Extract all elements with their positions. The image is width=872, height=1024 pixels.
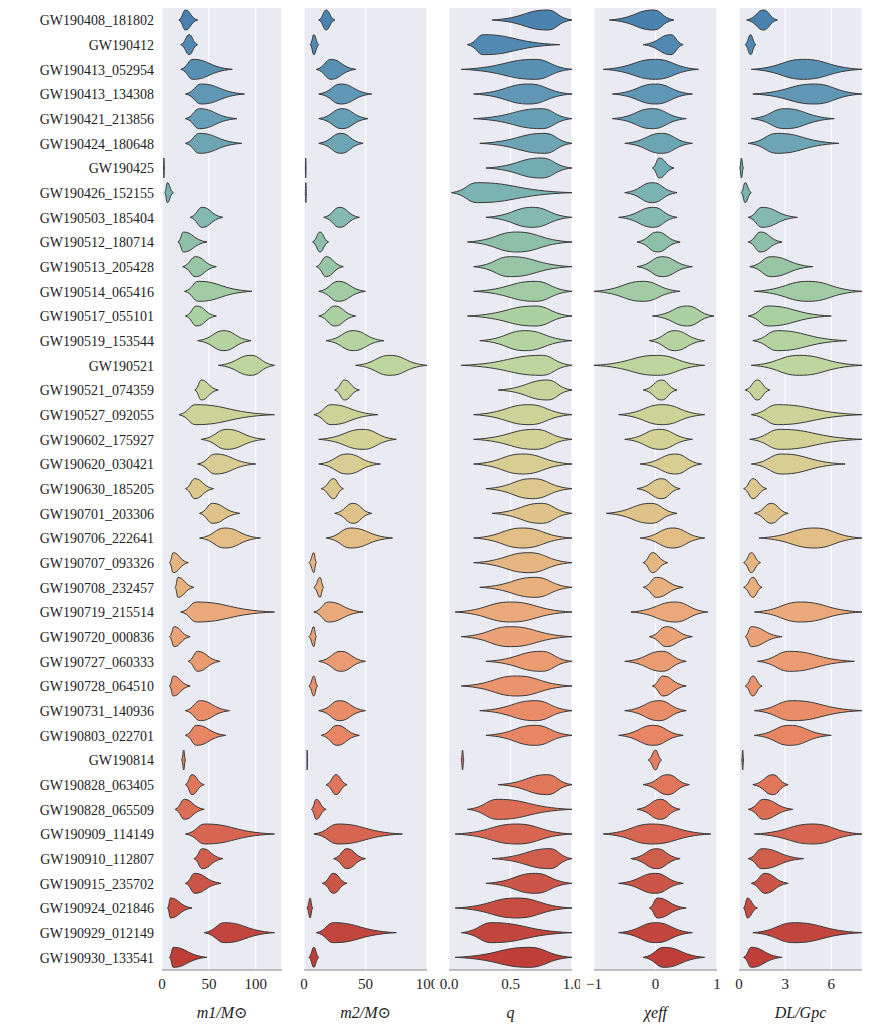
- svg-text:0: 0: [652, 976, 660, 992]
- svg-text:GW190630_185205: GW190630_185205: [40, 482, 154, 497]
- svg-text:GW190413_052954: GW190413_052954: [40, 63, 154, 78]
- svg-text:GW190727_060333: GW190727_060333: [40, 655, 154, 670]
- svg-text:GW190426_152155: GW190426_152155: [40, 186, 154, 201]
- svg-text:0: 0: [158, 976, 166, 992]
- svg-text:GW190408_181802: GW190408_181802: [40, 13, 154, 28]
- svg-text:0.5: 0.5: [501, 976, 520, 992]
- svg-text:GW190720_000836: GW190720_000836: [40, 630, 154, 645]
- svg-text:GW190910_112807: GW190910_112807: [40, 852, 154, 867]
- svg-text:DL/Gpc: DL/Gpc: [774, 1004, 827, 1022]
- svg-text:6: 6: [828, 976, 836, 992]
- svg-text:GW190512_180714: GW190512_180714: [40, 235, 154, 250]
- svg-text:q: q: [507, 1004, 515, 1022]
- svg-text:0.0: 0.0: [440, 976, 459, 992]
- svg-text:GW190915_235702: GW190915_235702: [40, 877, 154, 892]
- svg-text:GW190503_185404: GW190503_185404: [40, 211, 154, 226]
- svg-text:GW190521: GW190521: [89, 359, 154, 374]
- svg-text:GW190521_074359: GW190521_074359: [40, 383, 154, 398]
- svg-text:GW190803_022701: GW190803_022701: [40, 729, 154, 744]
- svg-text:GW190425: GW190425: [89, 161, 154, 176]
- svg-text:GW190909_114149: GW190909_114149: [40, 827, 154, 842]
- svg-text:GW190707_093326: GW190707_093326: [40, 556, 154, 571]
- svg-text:GW190719_215514: GW190719_215514: [40, 605, 154, 620]
- svg-text:GW190929_012149: GW190929_012149: [40, 926, 154, 941]
- svg-text:GW190412: GW190412: [89, 38, 154, 53]
- svg-text:χeff: χeff: [642, 1004, 670, 1022]
- svg-text:GW190814: GW190814: [89, 753, 154, 768]
- svg-text:GW190828_063405: GW190828_063405: [40, 778, 154, 793]
- svg-text:GW190924_021846: GW190924_021846: [40, 901, 154, 916]
- svg-text:50: 50: [201, 976, 216, 992]
- svg-text:GW190930_133541: GW190930_133541: [40, 951, 154, 966]
- svg-text:0: 0: [300, 976, 308, 992]
- svg-text:m1/M⊙: m1/M⊙: [197, 1004, 248, 1021]
- svg-text:1.0: 1.0: [563, 976, 580, 992]
- svg-text:1: 1: [713, 976, 721, 992]
- svg-text:GW190620_030421: GW190620_030421: [40, 457, 154, 472]
- svg-text:GW190828_065509: GW190828_065509: [40, 803, 154, 818]
- svg-text:GW190728_064510: GW190728_064510: [40, 679, 154, 694]
- svg-text:GW190421_213856: GW190421_213856: [40, 112, 154, 127]
- svg-text:GW190514_065416: GW190514_065416: [40, 285, 154, 300]
- svg-text:GW190602_175927: GW190602_175927: [40, 433, 154, 448]
- svg-text:GW190527_092055: GW190527_092055: [40, 408, 154, 423]
- svg-text:GW190519_153544: GW190519_153544: [40, 334, 154, 349]
- svg-text:GW190424_180648: GW190424_180648: [40, 137, 154, 152]
- svg-text:GW190413_134308: GW190413_134308: [40, 87, 154, 102]
- svg-text:50: 50: [358, 976, 373, 992]
- svg-text:−1: −1: [586, 976, 602, 992]
- svg-text:GW190731_140936: GW190731_140936: [40, 704, 154, 719]
- svg-text:3: 3: [781, 976, 789, 992]
- svg-text:GW190701_203306: GW190701_203306: [40, 507, 154, 522]
- svg-text:0: 0: [735, 976, 743, 992]
- svg-text:GW190708_232457: GW190708_232457: [40, 581, 154, 596]
- svg-text:m2/M⊙: m2/M⊙: [340, 1004, 391, 1021]
- svg-text:GW190513_205428: GW190513_205428: [40, 260, 154, 275]
- svg-text:GW190517_055101: GW190517_055101: [40, 309, 154, 324]
- svg-text:100: 100: [245, 976, 268, 992]
- svg-text:100: 100: [416, 976, 435, 992]
- svg-text:GW190706_222641: GW190706_222641: [40, 531, 154, 546]
